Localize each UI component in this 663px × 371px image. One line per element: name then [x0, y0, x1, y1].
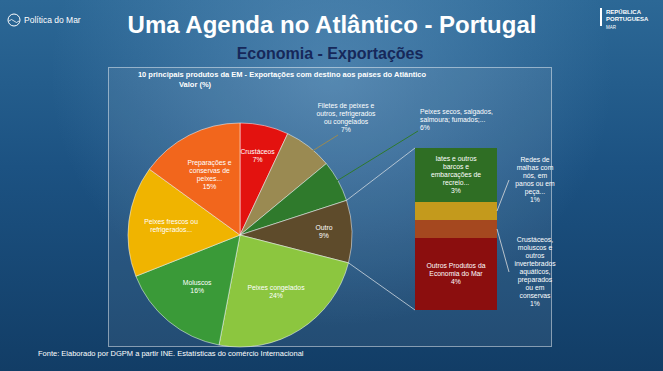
svg-text:Valor (%): Valor (%) [179, 80, 212, 89]
svg-text:REPÚBLICA: REPÚBLICA [606, 9, 642, 15]
svg-text:Peixes congelados24%: Peixes congelados24% [247, 284, 305, 299]
svg-text:PORTUGUESA: PORTUGUESA [606, 16, 649, 22]
svg-text:Redes demalhas comnós, empanos: Redes demalhas comnós, empanos ou empeça… [515, 156, 555, 203]
svg-text:Filetes de peixes eoutros, ref: Filetes de peixes eoutros, refrigeradoso… [317, 102, 377, 133]
svg-text:Outro9%: Outro9% [315, 224, 332, 239]
svg-text:Peixes frescos ourefrigerados.: Peixes frescos ourefrigerados... [144, 218, 198, 234]
svg-text:Economia - Exportações: Economia - Exportações [237, 45, 424, 62]
svg-text:10 principais produtos da EM -: 10 principais produtos da EM - Exportaçõ… [138, 70, 427, 79]
svg-text:Preparações econservas depeixe: Preparações econservas depeixes...15% [187, 159, 231, 190]
svg-text:Fonte: Elaborado por DGPM a pa: Fonte: Elaborado por DGPM a partir INE. … [38, 349, 304, 358]
svg-text:Crustáceos,moluscos eoutrosinv: Crustáceos,moluscos eoutrosinvertebrados… [514, 236, 556, 307]
svg-text:Peixes secos, salgados,salmour: Peixes secos, salgados,salmoura; fumados… [420, 108, 493, 131]
svg-text:Iates e outrosbarcos eembarcaç: Iates e outrosbarcos eembarcações derecr… [431, 155, 481, 194]
svg-text:Moluscos16%: Moluscos16% [183, 279, 212, 294]
svg-text:Crustáceos7%: Crustáceos7% [240, 148, 275, 163]
svg-text:MAR: MAR [606, 25, 617, 30]
svg-text:Política do Mar: Política do Mar [24, 15, 81, 25]
svg-text:Uma Agenda no Atlântico - Port: Uma Agenda no Atlântico - Portugal [128, 11, 537, 38]
svg-text:Outros Produtos daEconomia do: Outros Produtos daEconomia do Mar4% [427, 262, 486, 285]
